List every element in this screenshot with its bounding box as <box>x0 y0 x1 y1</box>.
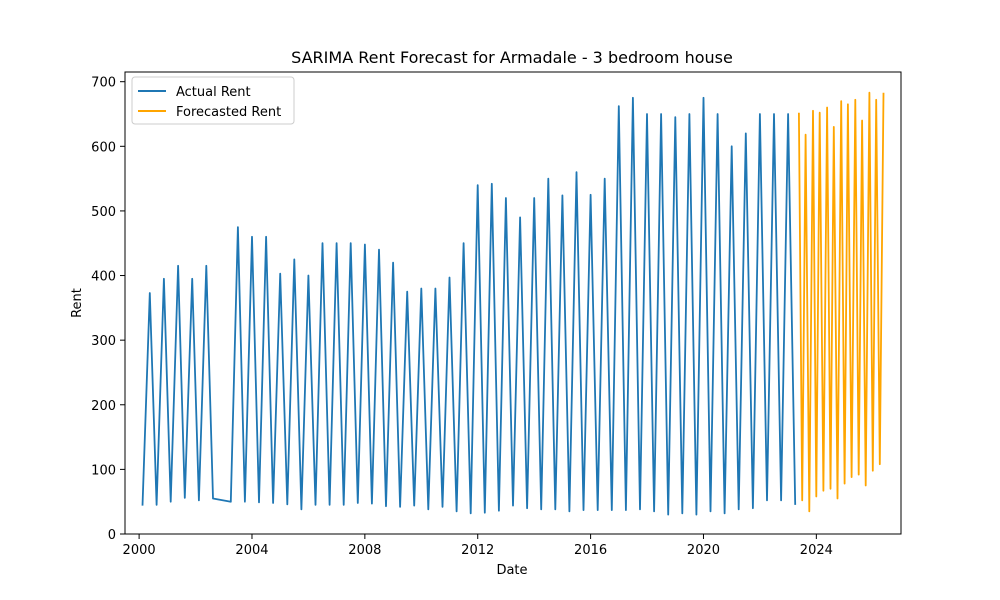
y-tick-label: 100 <box>91 463 116 478</box>
x-tick-label: 2012 <box>461 543 494 558</box>
plot-frame <box>124 71 902 535</box>
legend: Actual Rent Forecasted Rent <box>131 76 295 125</box>
x-tick-label: 2000 <box>123 543 156 558</box>
y-tick-label: 200 <box>91 399 116 414</box>
legend-label-actual: Actual Rent <box>176 85 251 100</box>
series-line-actual <box>141 96 797 516</box>
y-tick-label: 400 <box>91 270 116 285</box>
y-tick-label: 600 <box>91 140 116 155</box>
y-tick-label: 300 <box>91 334 116 349</box>
x-tick-label: 2016 <box>574 543 607 558</box>
x-axis: 2000 2004 2008 2012 2016 2020 2024 <box>123 534 833 558</box>
chart-title: SARIMA Rent Forecast for Armadale - 3 be… <box>291 48 733 67</box>
y-tick-label: 700 <box>91 76 116 91</box>
legend-box <box>131 76 295 125</box>
series-line-forecast <box>798 91 885 513</box>
y-axis-title: Rent <box>70 288 85 318</box>
x-tick-label: 2004 <box>235 543 268 558</box>
plot-lines <box>141 91 885 516</box>
x-tick-label: 2020 <box>687 543 720 558</box>
y-axis: 0 100 200 300 400 500 600 700 <box>91 76 125 543</box>
x-axis-title: Date <box>496 563 527 578</box>
x-tick-label: 2008 <box>348 543 381 558</box>
legend-label-forecast: Forecasted Rent <box>176 105 281 120</box>
y-tick-label: 500 <box>91 205 116 220</box>
x-tick-label: 2024 <box>800 543 833 558</box>
y-tick-label: 0 <box>108 528 116 543</box>
